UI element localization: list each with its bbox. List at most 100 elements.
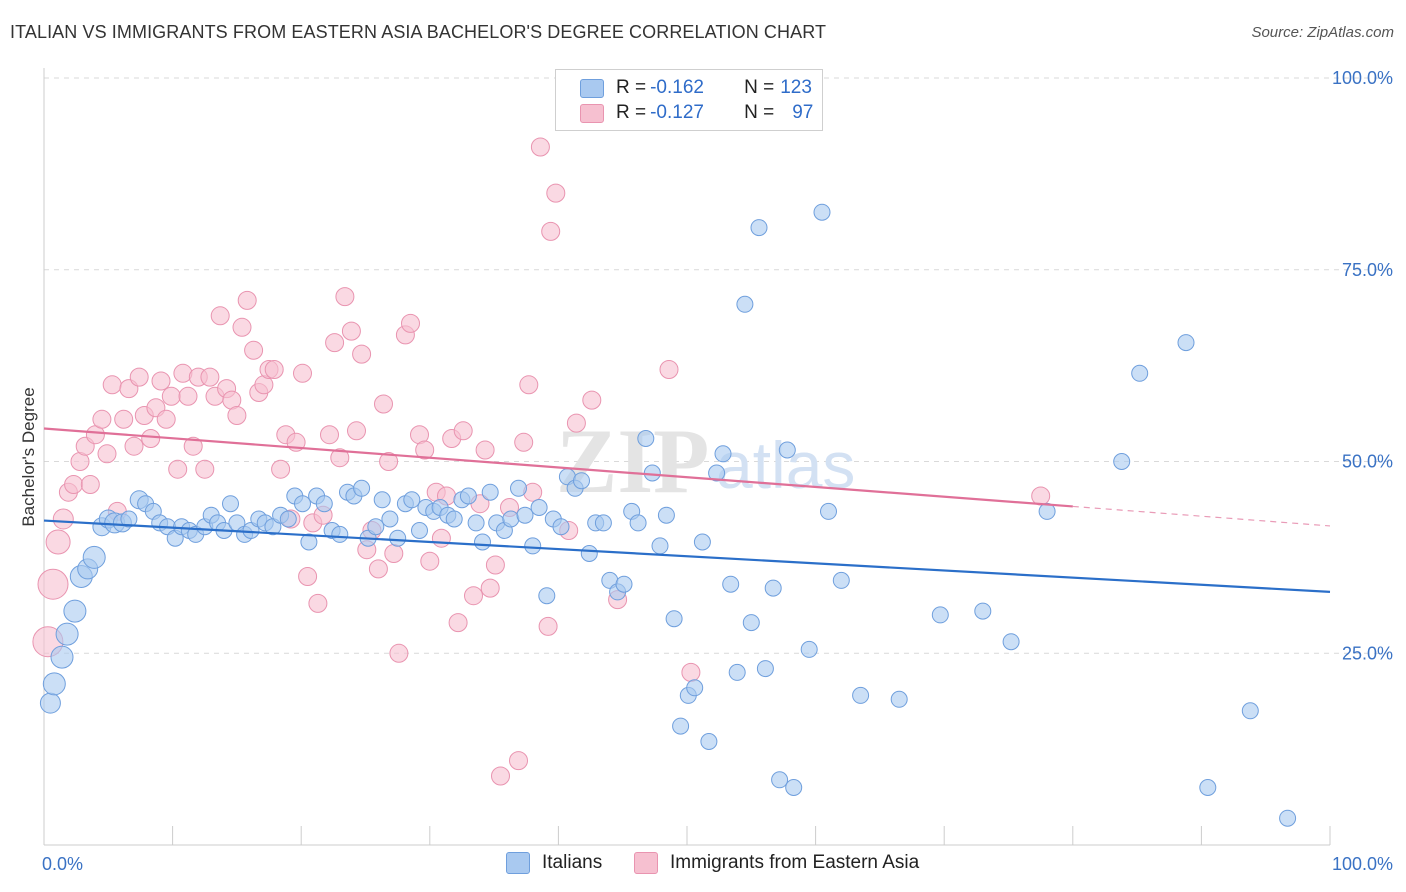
- data-point: [778, 441, 796, 459]
- data-point: [448, 613, 468, 633]
- data-point: [736, 295, 754, 313]
- x-tick-label: 0.0%: [42, 854, 83, 874]
- legend-r-value: -0.162: [650, 77, 704, 98]
- data-point: [403, 491, 421, 509]
- data-point: [42, 672, 66, 696]
- data-point: [341, 321, 361, 341]
- data-point: [580, 545, 598, 562]
- data-point: [222, 495, 239, 513]
- data-point: [552, 518, 570, 536]
- data-point: [124, 436, 144, 456]
- series-legend-swatch-pink: [634, 852, 658, 874]
- grid-lines: [44, 77, 1392, 654]
- data-point: [232, 317, 252, 337]
- data-point: [665, 610, 683, 628]
- correlation-legend: R = -0.162 N = 123 R = -0.127 N = 97: [555, 69, 823, 131]
- data-point: [63, 599, 87, 623]
- data-point: [582, 390, 602, 410]
- watermark: ZIP atlas: [556, 410, 855, 512]
- data-point: [474, 533, 491, 551]
- data-point: [750, 219, 768, 237]
- data-point: [509, 751, 528, 771]
- data-point: [686, 679, 704, 697]
- data-point: [168, 459, 188, 479]
- source-label: Source: ZipAtlas.com: [1251, 24, 1394, 41]
- data-point: [64, 475, 84, 494]
- data-point: [331, 525, 349, 543]
- data-point: [1199, 779, 1217, 796]
- trend-line-immigrants-extension: [1072, 505, 1331, 527]
- data-point: [244, 340, 264, 360]
- y-tick-label: 100.0%: [1332, 68, 1393, 88]
- data-point: [651, 537, 669, 555]
- data-point: [411, 522, 428, 539]
- series-legend-label: Immigrants from Eastern Asia: [670, 852, 920, 873]
- data-point: [820, 502, 837, 520]
- data-point: [141, 429, 161, 448]
- data-point: [325, 333, 345, 353]
- data-point: [530, 137, 550, 157]
- data-point: [39, 692, 61, 714]
- data-point: [629, 514, 647, 532]
- data-point: [1113, 453, 1131, 470]
- legend-swatch-blue: [580, 78, 604, 98]
- data-point: [672, 717, 690, 735]
- data-point: [210, 306, 230, 326]
- data-point: [271, 459, 291, 479]
- data-point: [92, 409, 112, 429]
- data-point: [352, 344, 372, 364]
- data-point: [1131, 364, 1149, 382]
- data-point: [389, 643, 409, 663]
- data-point: [50, 645, 74, 669]
- data-point: [114, 409, 134, 429]
- data-point: [502, 510, 520, 528]
- chart-title: ITALIAN VS IMMIGRANTS FROM EASTERN ASIA …: [10, 22, 827, 42]
- trend-lines: [43, 427, 1331, 593]
- data-point: [594, 514, 612, 532]
- data-point: [491, 766, 510, 786]
- data-point: [813, 203, 831, 221]
- data-point: [657, 506, 675, 524]
- data-point: [374, 394, 393, 414]
- data-point: [183, 436, 203, 456]
- data-point: [389, 529, 407, 547]
- series-legend-label: Italians: [542, 852, 603, 873]
- data-point: [541, 221, 561, 241]
- data-point: [320, 425, 339, 445]
- y-tick-label: 25.0%: [1342, 643, 1393, 663]
- data-point: [264, 360, 284, 379]
- data-point: [931, 606, 949, 624]
- data-point: [1031, 486, 1051, 506]
- data-point: [890, 690, 908, 708]
- data-point: [82, 545, 106, 569]
- data-point: [481, 483, 499, 501]
- data-point: [530, 499, 548, 516]
- y-tick-label: 50.0%: [1342, 452, 1393, 472]
- data-point: [161, 386, 181, 406]
- data-point: [373, 491, 391, 509]
- data-point: [315, 495, 333, 513]
- data-point: [1241, 702, 1259, 720]
- data-point: [681, 662, 701, 682]
- data-point: [643, 464, 661, 482]
- data-point: [384, 544, 404, 563]
- data-point: [510, 479, 527, 497]
- data-point: [615, 575, 633, 593]
- data-point: [728, 663, 746, 681]
- data-point: [80, 475, 100, 494]
- data-point: [637, 430, 655, 447]
- legend-swatch-pink: [580, 103, 604, 123]
- legend-n-label: N =: [744, 77, 775, 98]
- watermark-atlas: atlas: [716, 428, 855, 502]
- data-point: [480, 578, 500, 598]
- legend-r-label: R =: [616, 102, 647, 123]
- data-point: [55, 622, 79, 646]
- data-point: [514, 432, 534, 452]
- data-point: [381, 510, 399, 528]
- trend-line-italians: [43, 519, 1331, 593]
- data-point: [464, 586, 483, 606]
- data-point: [785, 779, 803, 796]
- data-point: [279, 510, 297, 528]
- data-point: [659, 360, 679, 379]
